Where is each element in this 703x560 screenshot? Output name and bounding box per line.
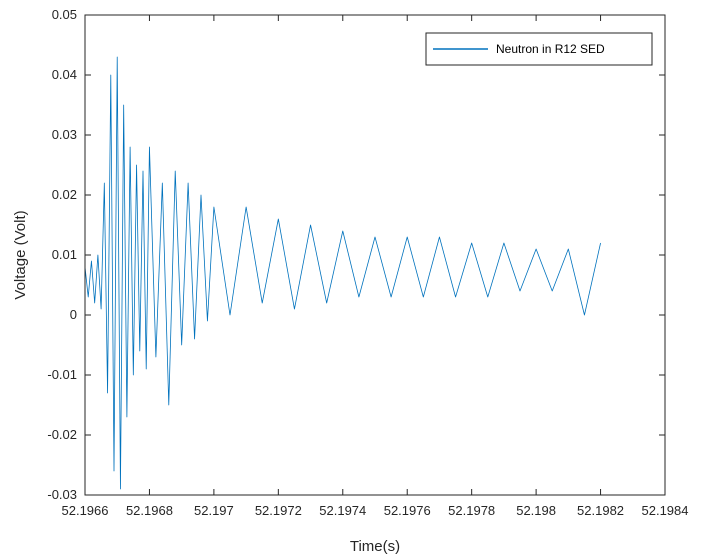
y-tick-label: 0.01: [52, 247, 77, 262]
series-layer: [84, 56, 601, 490]
legend: Neutron in R12 SED: [425, 32, 653, 66]
series-line: [84, 56, 601, 490]
y-tick-label: 0.05: [52, 7, 77, 22]
y-tick-label: 0: [70, 307, 77, 322]
x-tick-label: 52.1966: [62, 503, 109, 518]
x-tick-label: 52.1972: [255, 503, 302, 518]
x-tick-label: 52.197: [194, 503, 234, 518]
x-tick-label: 52.1982: [577, 503, 624, 518]
y-tick-label: -0.03: [47, 487, 77, 502]
legend-label: Neutron in R12 SED: [496, 42, 605, 56]
y-tick-label: 0.04: [52, 67, 77, 82]
y-axis-label: Voltage (Volt): [12, 210, 29, 299]
y-tick-label: -0.02: [47, 427, 77, 442]
x-tick-label: 52.1974: [319, 503, 366, 518]
y-tick-label: 0.03: [52, 127, 77, 142]
x-tick-label: 52.1976: [384, 503, 431, 518]
x-tick-label: 52.1968: [126, 503, 173, 518]
x-axis-label: Time(s): [350, 538, 400, 555]
x-tick-label: 52.1978: [448, 503, 495, 518]
y-axis-ticks: -0.03 -0.02 -0.01 0 0.01 0.02 0.03 0.04 0.05: [47, 7, 665, 502]
plot-area: [85, 15, 665, 495]
x-tick-label: 52.198: [516, 503, 556, 518]
x-tick-label: 52.1984: [642, 503, 689, 518]
y-tick-label: -0.01: [47, 367, 77, 382]
y-tick-label: 0.02: [52, 187, 77, 202]
x-axis-ticks: 52.1966 52.1968 52.197 52.1972 52.1974 52.197…: [62, 15, 689, 518]
